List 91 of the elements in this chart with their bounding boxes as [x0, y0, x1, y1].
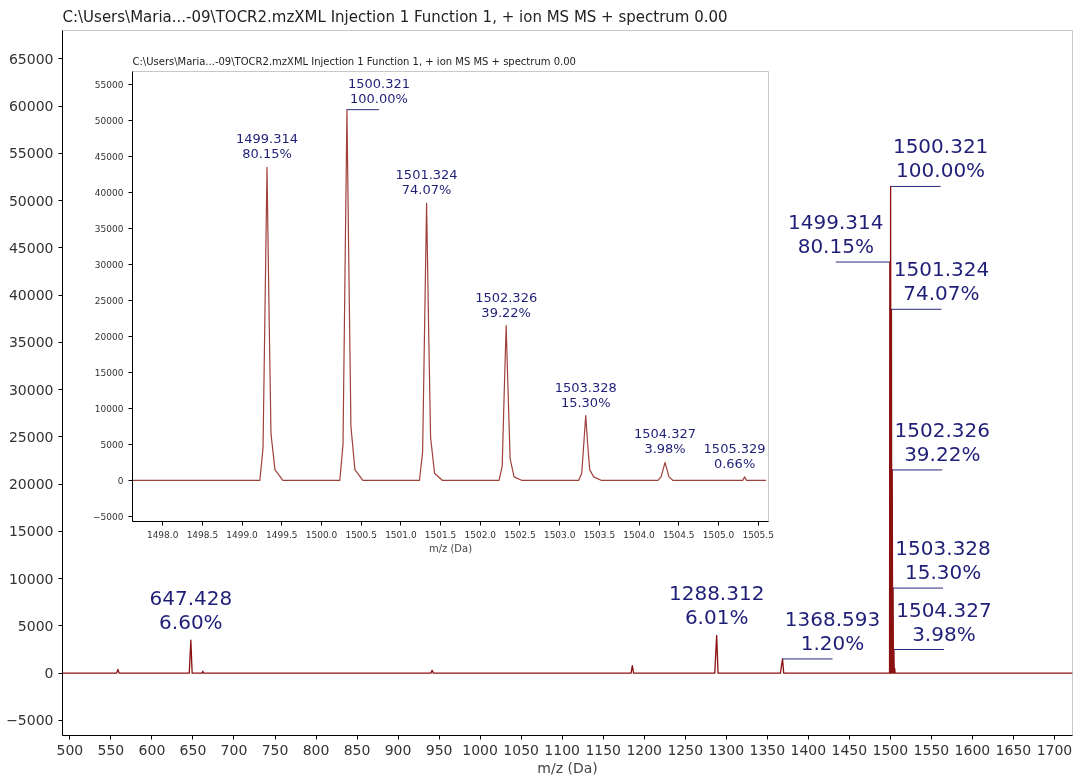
annotation: 1368.593 1.20%	[784, 606, 881, 655]
y-tick-label: 15000	[8, 523, 54, 540]
x-tick-label: 1650	[995, 741, 1032, 758]
y-tick-label: 0	[44, 665, 54, 682]
x-tick-label: 850	[343, 741, 371, 758]
x-tick-label: 1550	[913, 741, 950, 758]
annotation: 1505.329 0.66%	[703, 440, 766, 471]
y-tick-label: −5000	[93, 511, 124, 522]
x-axis-title: m/z (Da)	[428, 542, 473, 554]
x-tick-label: 1505.0	[702, 529, 735, 540]
y-tick-label: 25000	[94, 295, 124, 306]
x-tick-label: 1400	[790, 741, 827, 758]
y-tick-label: 30000	[8, 381, 54, 398]
y-tick-label: −5000	[6, 712, 54, 729]
y-tick-label: 60000	[8, 98, 54, 115]
x-tick-label: 1700	[1036, 741, 1073, 758]
annotation: 1500.321 100.00%	[892, 134, 989, 183]
x-tick-label: 800	[302, 741, 330, 758]
y-tick-label: 40000	[94, 187, 124, 198]
y-tick-label: 0	[117, 475, 124, 486]
y-tick-label: 30000	[94, 259, 124, 270]
x-tick-label: 1498.5	[186, 529, 219, 540]
annotation: 1501.324 74.07%	[395, 167, 458, 198]
x-axis-title: m/z (Da)	[537, 759, 598, 776]
annotation: 1504.327 3.98%	[634, 426, 697, 457]
x-tick-label: 950	[425, 741, 453, 758]
x-tick-label: 600	[138, 741, 166, 758]
annotation: 1502.326 39.22%	[894, 417, 990, 466]
x-tick-label: 550	[97, 741, 125, 758]
y-tick-label: 25000	[8, 428, 54, 445]
x-tick-label: 1499.5	[266, 529, 298, 540]
y-tick-label: 50000	[94, 115, 124, 126]
annotation: 1499.314 80.15%	[788, 210, 884, 259]
y-tick-label: 50000	[8, 192, 54, 209]
x-tick-label: 1501.0	[385, 529, 417, 540]
x-tick-label: 1050	[503, 741, 539, 758]
x-tick-label: 1500.5	[345, 529, 377, 540]
x-tick-label: 900	[384, 741, 412, 758]
x-tick-label: 1150	[585, 741, 622, 758]
y-tick-label: 65000	[8, 50, 54, 67]
annotation: 1288.312 6.01%	[668, 581, 765, 630]
x-tick-label: 1505.5	[742, 529, 774, 540]
y-tick-label: 5000	[17, 617, 54, 634]
x-tick-label: 1503.5	[583, 529, 616, 540]
x-tick-label: 1350	[749, 741, 786, 758]
y-tick-label: 10000	[8, 570, 54, 587]
y-tick-label: 10000	[94, 403, 124, 414]
annotation: 1503.328 15.30%	[895, 536, 991, 585]
y-tick-label: 5000	[100, 439, 124, 450]
x-tick-label: 1502.5	[504, 529, 536, 540]
annotation: 1499.314 80.15%	[235, 131, 299, 162]
y-tick-label: 40000	[8, 287, 54, 304]
line-series	[62, 185, 1073, 674]
x-tick-label: 750	[261, 741, 289, 758]
x-tick-label: 1450	[831, 741, 868, 758]
y-tick-label: 15000	[94, 367, 124, 378]
y-tick-label: 45000	[94, 151, 124, 162]
x-tick-label: 1504.5	[663, 529, 695, 540]
x-tick-label: 650	[179, 741, 207, 758]
x-tick-label: 1504.0	[623, 529, 656, 540]
line-series	[132, 109, 767, 482]
y-tick-label: 35000	[94, 223, 124, 234]
chart-title: C:\Users\Maria...-09\TOCR2.mzXML Injection 1 Function 1, + ion MS MS + spectrum 0.00	[132, 55, 576, 67]
x-tick-label: 1600	[954, 741, 991, 758]
annotation: 1502.326 39.22%	[475, 289, 538, 320]
x-tick-label: 1200	[626, 741, 663, 758]
annotation: 647.428 6.60%	[149, 586, 233, 635]
x-tick-label: 1499.0	[226, 529, 259, 540]
y-tick-label: 20000	[8, 476, 54, 493]
x-tick-label: 1100	[544, 741, 580, 758]
y-tick-label: 20000	[94, 331, 124, 342]
x-tick-label: 1300	[708, 741, 745, 758]
y-tick-label: 35000	[8, 334, 54, 351]
annotation: 1501.324 74.07%	[893, 257, 990, 306]
chart-title: C:\Users\Maria...-09\TOCR2.mzXML Injection 1 Function 1, + ion MS MS + spectrum 0.00	[62, 7, 728, 26]
x-tick-label: 1500.0	[305, 529, 338, 540]
x-tick-label: 1501.5	[424, 529, 457, 540]
annotation: 1500.321 100.00%	[347, 75, 410, 106]
x-tick-label: 1250	[667, 741, 704, 758]
x-tick-label: 1503.0	[543, 529, 576, 540]
annotation: 1503.328 15.30%	[554, 379, 617, 410]
x-tick-label: 700	[220, 741, 248, 758]
y-tick-label: 45000	[8, 239, 54, 256]
annotation: 1504.327 3.98%	[896, 597, 992, 646]
y-tick-label: 55000	[94, 79, 124, 90]
x-tick-label: 1500	[872, 741, 909, 758]
x-tick-label: 1498.0	[146, 529, 179, 540]
x-tick-label: 1000	[462, 741, 498, 758]
x-tick-label: 500	[56, 741, 84, 758]
y-tick-label: 55000	[8, 145, 54, 162]
x-tick-label: 1502.0	[464, 529, 497, 540]
